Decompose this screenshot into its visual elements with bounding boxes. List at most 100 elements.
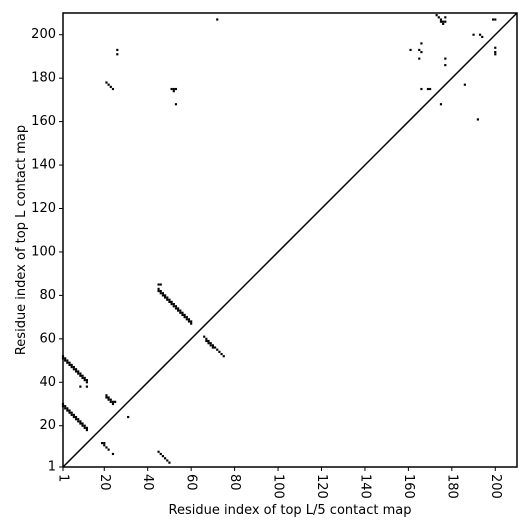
contact-point	[181, 313, 184, 317]
contact-point	[442, 22, 445, 25]
contact-point	[83, 426, 86, 429]
contact-point	[187, 320, 191, 323]
contact-point	[105, 396, 108, 399]
y-tick-label: 100	[31, 244, 56, 259]
y-tick-label: 80	[39, 288, 56, 303]
contact-point	[66, 407, 69, 410]
contact-point	[220, 352, 223, 356]
contact-point	[77, 370, 80, 373]
x-tick-label: 180	[444, 474, 459, 499]
contact-point	[172, 302, 175, 306]
y-tick-label: 20	[39, 418, 56, 433]
contact-point	[70, 363, 73, 366]
contact-point	[68, 363, 71, 366]
contact-point	[103, 442, 106, 445]
contact-point	[429, 87, 432, 91]
contact-point	[157, 283, 160, 286]
contact-point	[463, 83, 466, 86]
contact-point	[166, 298, 169, 301]
contact-point	[478, 33, 482, 36]
contact-point	[420, 42, 423, 45]
contact-point	[111, 452, 115, 456]
contact-point	[494, 18, 497, 21]
contact-point	[222, 355, 225, 358]
contact-point	[205, 339, 208, 343]
contact-point	[81, 422, 84, 425]
contact-point	[85, 381, 88, 384]
contact-point	[83, 424, 86, 427]
x-tick-label: 20	[97, 474, 112, 491]
x-tick-label: 200	[488, 474, 503, 499]
contact-point	[166, 459, 169, 462]
contact-point	[109, 398, 112, 401]
contact-point	[161, 294, 165, 297]
contact-point	[216, 348, 219, 351]
contact-point	[127, 415, 130, 419]
contact-point	[174, 305, 178, 308]
contact-point	[185, 318, 188, 321]
contact-point	[492, 18, 495, 21]
contact-point	[164, 296, 167, 299]
contact-point	[444, 64, 447, 67]
contact-point	[187, 318, 191, 321]
contact-point	[64, 407, 67, 410]
contact-point	[77, 418, 80, 421]
contact-point	[183, 313, 186, 317]
contact-point	[209, 342, 212, 345]
contact-point	[103, 444, 106, 447]
contact-point	[203, 335, 206, 338]
contact-point	[190, 320, 193, 323]
contact-point	[83, 379, 86, 382]
contact-point	[444, 16, 447, 19]
x-axis-title: Residue index of top L/5 contact map	[169, 503, 412, 518]
y-tick-label: 40	[39, 375, 56, 390]
contact-point	[116, 48, 119, 52]
y-tick-label: 1	[48, 460, 56, 475]
contact-point	[444, 57, 447, 60]
contact-point	[164, 294, 167, 297]
contact-point	[420, 51, 423, 54]
contact-point	[418, 48, 421, 52]
contact-point	[85, 428, 88, 432]
contact-point	[114, 400, 117, 403]
contact-point	[159, 452, 162, 456]
contact-point	[164, 457, 167, 460]
contact-point	[209, 344, 212, 347]
contact-point	[72, 368, 75, 371]
contact-point	[185, 316, 188, 319]
contact-point	[211, 344, 214, 347]
contact-point	[72, 415, 75, 419]
contact-point	[159, 289, 162, 293]
contact-point	[494, 46, 497, 49]
contact-point	[472, 33, 475, 36]
contact-point	[439, 103, 443, 106]
diagonal-line	[62, 12, 518, 468]
contact-point	[109, 400, 112, 403]
contact-point	[170, 300, 173, 303]
contact-point	[107, 83, 110, 86]
contact-point	[159, 292, 162, 295]
contact-point	[79, 420, 82, 423]
contact-point	[494, 53, 497, 56]
contact-point	[81, 374, 84, 377]
contact-point	[181, 311, 184, 314]
contact-point	[213, 346, 217, 349]
y-tick-label: 140	[31, 158, 56, 173]
x-tick-label: 40	[140, 474, 155, 491]
contact-point	[205, 337, 208, 340]
contact-point	[85, 385, 88, 388]
contact-point	[476, 118, 479, 121]
contact-point	[161, 292, 165, 295]
contact-point	[161, 455, 165, 458]
contact-point	[439, 18, 443, 21]
contact-point	[81, 376, 84, 380]
contact-point	[418, 57, 421, 60]
contact-point	[494, 51, 497, 54]
contact-point	[77, 420, 80, 423]
contact-point	[211, 346, 214, 349]
contact-point	[81, 424, 84, 427]
contact-point	[74, 370, 78, 373]
y-tick-label: 180	[31, 71, 56, 86]
contact-point	[172, 305, 175, 308]
contact-point	[116, 53, 119, 56]
